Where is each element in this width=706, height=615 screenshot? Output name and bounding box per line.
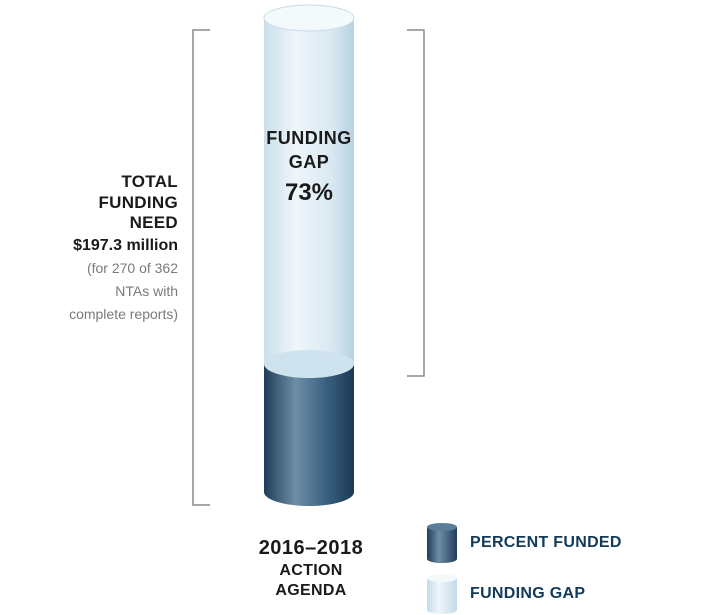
funding-gap-label-line: FUNDING — [266, 128, 352, 148]
legend-item-percent-funded: PERCENT FUNDED — [470, 525, 622, 561]
total-need-title-line: NEED — [129, 213, 178, 233]
legend-label: FUNDING GAP — [470, 585, 586, 602]
total-need-note-line: complete reports) — [69, 305, 178, 322]
category-label-line: ACTION — [279, 562, 343, 579]
funding-gap-bracket — [407, 29, 425, 377]
funding-gap-segment — [263, 4, 355, 379]
total-need-title-line: TOTAL — [121, 172, 178, 191]
total-need-title-line: FUNDING — [98, 192, 178, 212]
total-need-note-line: NTAs with — [115, 282, 178, 299]
funding-gap-body — [264, 18, 354, 379]
total-need-note-line: (for 270 of 362 — [86, 259, 178, 276]
percent-funded-body — [264, 364, 354, 506]
dark-cylinder-swatch-icon — [427, 523, 457, 563]
light-cylinder-swatch-icon — [427, 574, 457, 614]
total-need-annotation: TOTAL FUNDING NEED $197.3 million (for 2… — [69, 172, 178, 325]
category-label-line: AGENDA — [275, 582, 347, 599]
cylinder-top-ellipse — [263, 4, 355, 32]
category-label: 2016–2018 ACTION AGENDA — [226, 536, 396, 601]
total-need-bracket — [192, 29, 210, 506]
percent-funded-segment — [264, 350, 354, 506]
category-label-years: 2016–2018 — [258, 537, 364, 559]
legend-label: PERCENT FUNDED — [470, 534, 622, 551]
funding-gap-label-line: GAP — [288, 152, 330, 173]
funded-top-ellipse — [264, 350, 354, 379]
funding-gap-percent: 73% — [284, 178, 334, 206]
funding-gap-data-label: FUNDING GAP 73% — [244, 126, 374, 207]
total-need-amount: $197.3 million — [73, 237, 178, 255]
legend-item-funding-gap: FUNDING GAP — [470, 576, 585, 612]
